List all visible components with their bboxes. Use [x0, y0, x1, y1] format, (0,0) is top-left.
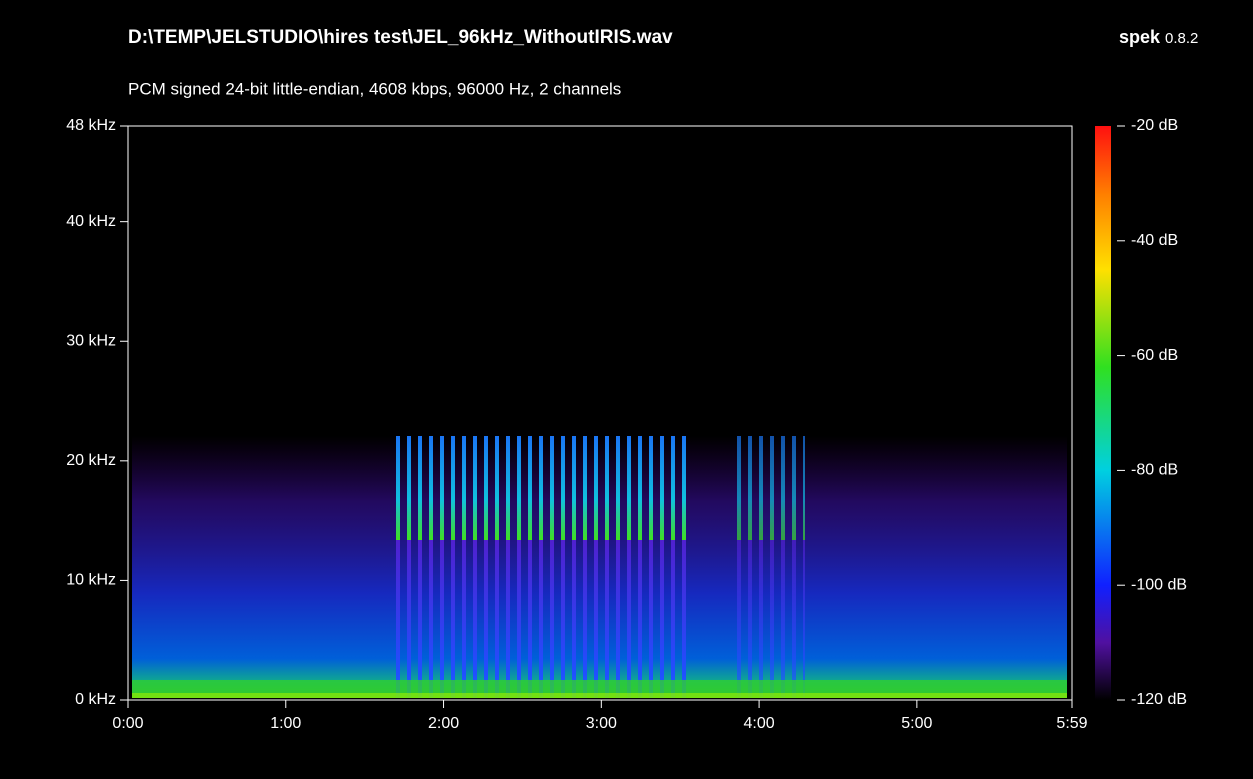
x-tick-label: 5:59: [1056, 715, 1087, 732]
x-tick-label: 1:00: [270, 715, 301, 732]
x-tick-label: 0:00: [112, 715, 143, 732]
app-version: 0.8.2: [1165, 30, 1198, 47]
y-tick-label: 10 kHz: [66, 572, 116, 589]
y-tick-label: 40 kHz: [66, 213, 116, 230]
app-name: spek: [1119, 27, 1161, 47]
x-tick-label: 2:00: [428, 715, 459, 732]
color-tick-label: -80 dB: [1131, 462, 1178, 479]
spectrogram-image: [132, 436, 1067, 698]
x-tick-label: 5:00: [901, 715, 932, 732]
y-tick-label: 20 kHz: [66, 452, 116, 469]
color-tick-label: -120 dB: [1131, 691, 1187, 708]
y-tick-label: 0 kHz: [75, 691, 116, 708]
file-info: PCM signed 24-bit little-endian, 4608 kb…: [128, 79, 621, 98]
color-tick-label: -40 dB: [1131, 232, 1178, 249]
y-tick-label: 30 kHz: [66, 332, 116, 349]
color-scale: [1095, 126, 1111, 700]
spek-window: D:\TEMP\JELSTUDIO\hires test\JEL_96kHz_W…: [0, 0, 1253, 779]
color-tick-label: -60 dB: [1131, 347, 1178, 364]
y-tick-label: 48 kHz: [66, 117, 116, 134]
color-tick-label: -20 dB: [1131, 117, 1178, 134]
x-tick-label: 3:00: [586, 715, 617, 732]
file-title: D:\TEMP\JELSTUDIO\hires test\JEL_96kHz_W…: [128, 27, 673, 48]
x-tick-label: 4:00: [744, 715, 775, 732]
color-tick-label: -100 dB: [1131, 576, 1187, 593]
